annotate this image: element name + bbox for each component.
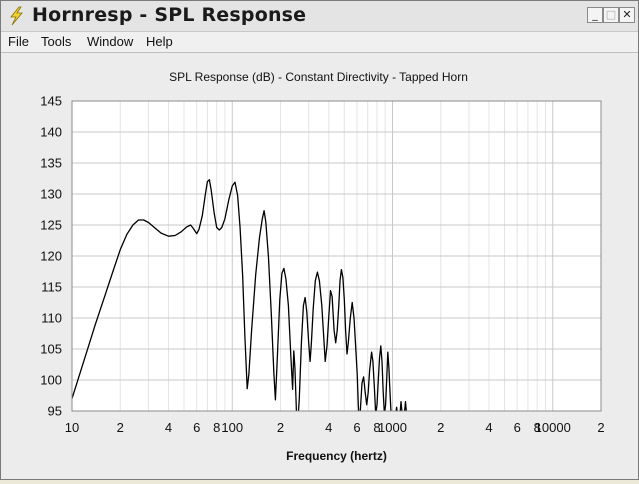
y-tick-label: 120 (40, 249, 62, 264)
x-tick-label: 6 (353, 420, 360, 435)
y-tick-label: 145 (40, 94, 62, 109)
x-tick-label: 2 (117, 420, 124, 435)
y-tick-label: 100 (40, 373, 62, 388)
chart-title: SPL Response (dB) - Constant Directivity… (169, 70, 468, 84)
y-tick-label: 110 (41, 311, 62, 326)
menu-tools[interactable]: Tools (41, 34, 72, 49)
x-tick-label: 10 (65, 420, 79, 435)
x-axis-label: Frequency (hertz) (286, 449, 387, 463)
y-tick-label: 105 (40, 342, 62, 357)
title-bar[interactable]: Hornresp - SPL Response _ □ ✕ (1, 1, 638, 32)
y-tick-label: 135 (40, 156, 62, 171)
spl-chart: SPL Response (dB) - Constant Directivity… (40, 70, 604, 463)
maximize-button[interactable]: □ (603, 7, 619, 23)
menu-file[interactable]: File (8, 34, 29, 49)
x-tick-label: 4 (165, 420, 172, 435)
chart-panel: SPL Response (dB) - Constant Directivity… (1, 53, 638, 479)
y-tick-label: 95 (48, 404, 62, 419)
plot-border (71, 100, 602, 412)
menu-window[interactable]: Window (87, 34, 134, 49)
spl-curve (72, 179, 407, 411)
x-tick-label: 2 (277, 420, 284, 435)
y-tick-label: 140 (40, 125, 62, 140)
menu-bar: File Tools Window Help (1, 32, 638, 53)
x-tick-label: 6 (193, 420, 200, 435)
close-button[interactable]: ✕ (619, 7, 635, 23)
menu-help[interactable]: Help (146, 34, 173, 49)
x-tick-label: 2 (597, 420, 604, 435)
y-tick-label: 130 (40, 187, 62, 202)
x-tick-label: 4 (325, 420, 332, 435)
lightning-bolt-icon (10, 6, 23, 26)
x-tick-label: 10000 (535, 420, 571, 435)
x-tick-label: 2 (437, 420, 444, 435)
x-tick-label: 100 (221, 420, 243, 435)
x-tick-label: 8 (373, 420, 380, 435)
x-tick-label: 8 (534, 420, 541, 435)
y-tick-label: 125 (40, 218, 62, 233)
x-tick-label: 1000 (378, 420, 407, 435)
x-tick-label: 6 (514, 420, 521, 435)
window-title: Hornresp - SPL Response (32, 4, 307, 26)
y-tick-label: 115 (41, 280, 62, 295)
x-tick-label: 8 (213, 420, 220, 435)
x-tick-label: 4 (485, 420, 492, 435)
minimize-button[interactable]: _ (587, 7, 603, 23)
